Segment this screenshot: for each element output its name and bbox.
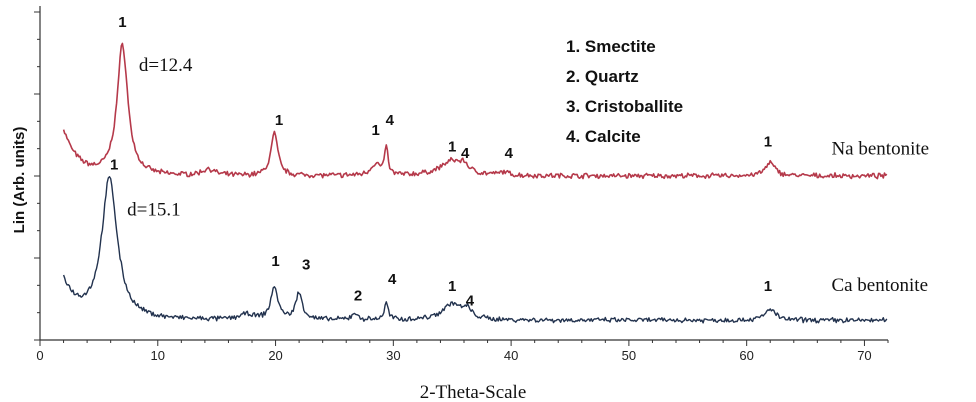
- peak-label: 1: [448, 278, 456, 295]
- legend-entry: 3. Cristoballite: [566, 97, 683, 116]
- series-label-ca-bentonite: Ca bentonite: [831, 275, 928, 296]
- peak-label: 1: [110, 156, 118, 173]
- peak-label: 1: [271, 253, 279, 270]
- x-tick-label: 10: [151, 348, 165, 363]
- peak-label: 4: [505, 145, 514, 162]
- x-axis-label: 2-Theta-Scale: [420, 382, 527, 402]
- peak-label: 1: [371, 122, 379, 139]
- peak-label: 4: [461, 145, 470, 162]
- peak-label: 1: [448, 138, 456, 155]
- y-axis-label: Lin (Arb. units): [11, 127, 28, 234]
- peak-label: 1: [764, 278, 772, 295]
- peak-label: 4: [386, 112, 395, 129]
- peak-label: 2: [354, 288, 362, 305]
- x-tick-label: 0: [36, 348, 43, 363]
- series-line-na-bentonite: [62, 42, 888, 180]
- d-spacing-label: d=15.1: [127, 199, 180, 220]
- d-spacing-label: d=12.4: [139, 55, 193, 76]
- x-tick-label: 50: [622, 348, 636, 363]
- legend: 1. Smectite 2. Quartz 3. Cristoballite 4. C…: [566, 37, 683, 146]
- peak-label: 4: [466, 293, 475, 310]
- x-tick-label: 40: [504, 348, 518, 363]
- x-tick-label: 30: [386, 348, 400, 363]
- peak-label: 4: [388, 271, 397, 288]
- peak-label: 1: [118, 14, 126, 31]
- legend-entry: 4. Calcite: [566, 127, 641, 146]
- peak-label: 1: [275, 112, 283, 129]
- x-tick-label: 60: [739, 348, 753, 363]
- legend-entry: 1. Smectite: [566, 37, 656, 56]
- x-tick-label: 70: [857, 348, 871, 363]
- peak-label: 3: [302, 256, 310, 273]
- legend-entry: 2. Quartz: [566, 67, 639, 86]
- axes: 0 10 20 30 40 50 60 70: [34, 6, 889, 363]
- peak-label: 1: [764, 133, 772, 150]
- x-tick-label: 20: [268, 348, 282, 363]
- series-line-ca-bentonite: [62, 175, 888, 324]
- series-label-na-bentonite: Na bentonite: [831, 139, 929, 160]
